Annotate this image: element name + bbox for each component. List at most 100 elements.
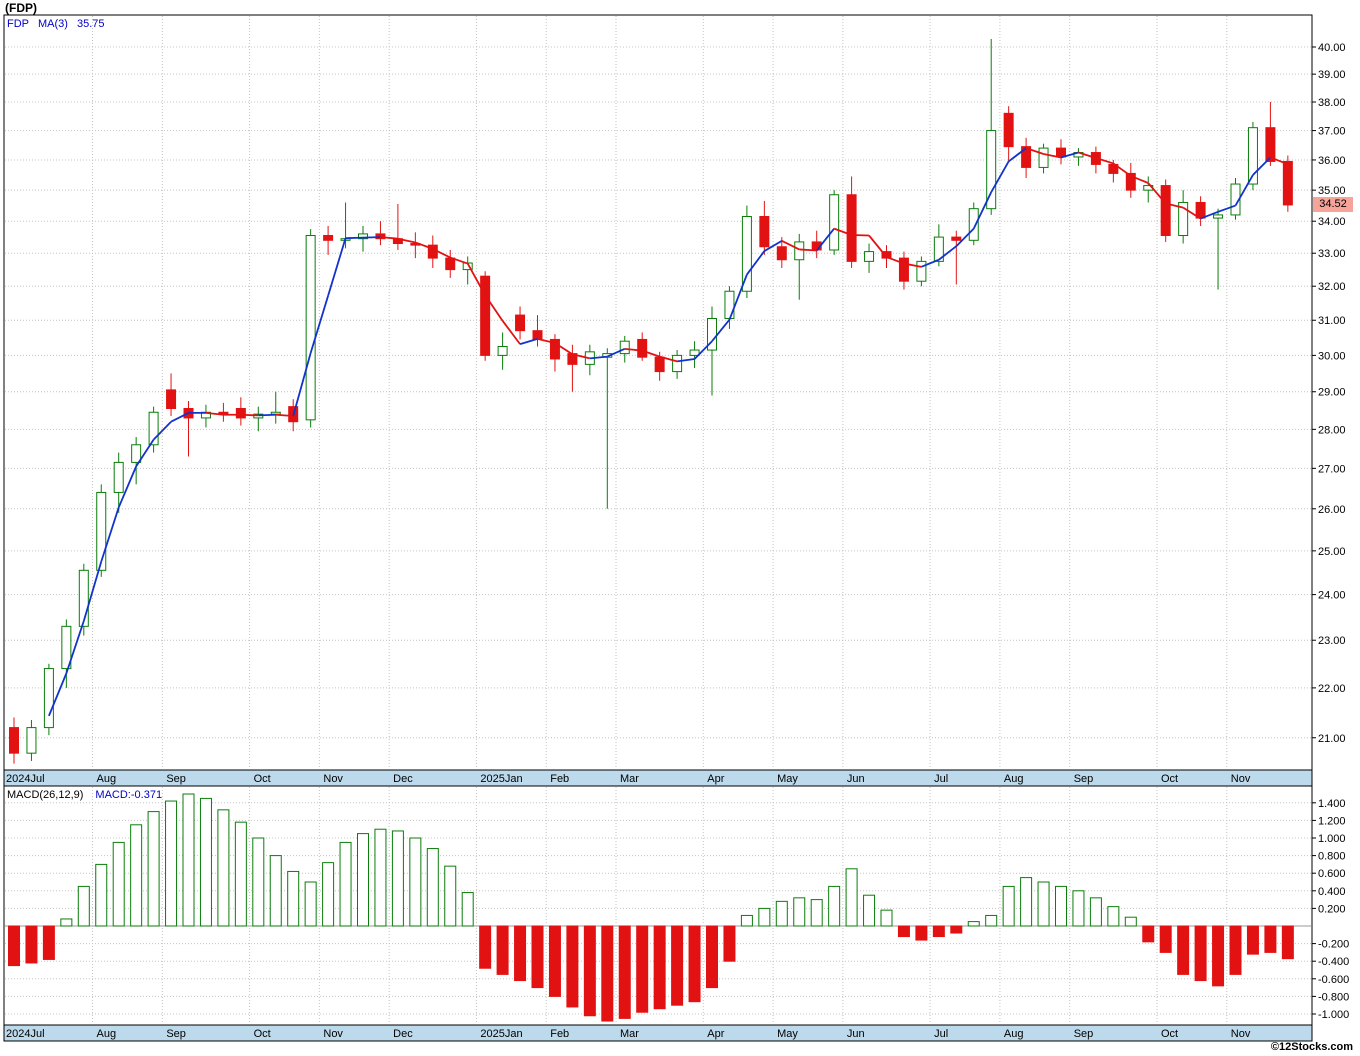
candle (846, 176, 857, 268)
ma3-segment (362, 236, 381, 239)
candle-body (654, 356, 665, 373)
ma3-segment (886, 256, 905, 265)
macd-bar (426, 848, 439, 927)
ma3-segment (48, 673, 68, 717)
candle-body (9, 727, 19, 754)
candle (235, 397, 246, 426)
candle (1247, 121, 1258, 191)
macd-bar (252, 837, 265, 927)
ma3-segment (82, 561, 103, 622)
ma3-segment (1252, 156, 1272, 176)
macd-bar (496, 925, 509, 975)
ma3-segment (152, 421, 172, 441)
ma3-segment (117, 466, 137, 508)
macd-value-label: MACD:-0.371 (95, 789, 163, 801)
watermark: ©12Stocks.com (1270, 1041, 1353, 1053)
ma3-segment (606, 348, 626, 358)
macd-tick-label: 1.400 (1318, 798, 1346, 810)
ma3-segment (589, 355, 608, 360)
candle (1125, 162, 1136, 198)
symbol-label: FDP (7, 18, 29, 30)
candle-body (724, 290, 735, 320)
macd-bar (199, 797, 212, 927)
ma3-segment (1200, 210, 1219, 220)
ma3-segment (693, 340, 713, 360)
candle-body (270, 411, 281, 415)
ma3-segment (292, 352, 312, 417)
candle-body (916, 260, 927, 282)
ma-value: 35.75 (76, 18, 105, 30)
candle (166, 373, 177, 417)
price-gridlines (5, 16, 1311, 769)
price-tick-label: 40.00 (1318, 42, 1346, 54)
price-tick-label: 29.00 (1318, 387, 1346, 399)
month-label: Nov (1231, 773, 1251, 785)
candle-body (986, 130, 997, 210)
ma3-segment (432, 248, 451, 259)
macd-bar (1229, 925, 1242, 975)
ma3-segment (799, 248, 817, 252)
macd-bar (1246, 925, 1259, 955)
ma3-segment (170, 412, 189, 423)
macd-bar (601, 925, 614, 1022)
macd-bar (828, 885, 841, 927)
macd-indicator-label: MACD(26,12,9) (7, 789, 84, 801)
candle-body (78, 569, 89, 627)
ma3-segment (135, 439, 155, 467)
macd-bar (130, 824, 143, 927)
month-label: Sep (166, 1028, 186, 1040)
ma3-segment (833, 227, 852, 236)
price-tick-label: 25.00 (1318, 546, 1346, 558)
macd-bar (653, 925, 666, 1010)
price-tick-label: 30.00 (1318, 350, 1346, 362)
macd-bar (25, 925, 38, 964)
macd-bar (269, 855, 282, 927)
candle-body (1038, 147, 1049, 168)
candle-body (1213, 214, 1224, 219)
macd-bar (932, 925, 945, 938)
ma3-segment (309, 295, 329, 354)
ma3-segment (1217, 204, 1236, 213)
ma3-segment (624, 347, 643, 352)
macd-bar (1055, 885, 1067, 927)
macd-bar (1177, 925, 1190, 975)
ma3-segment (763, 240, 783, 252)
candle-body (829, 194, 840, 251)
month-label: Dec (393, 1028, 413, 1040)
macd-bar (1159, 925, 1172, 953)
candle-body (794, 241, 805, 261)
macd-tick-label: 1.200 (1318, 815, 1346, 827)
month-label: Oct (1161, 773, 1178, 785)
candle-body (532, 330, 543, 340)
ma3-segment (380, 236, 398, 240)
ma3-segment (711, 319, 731, 342)
candle-body (881, 251, 892, 259)
macd-bar (234, 821, 247, 927)
candle (672, 350, 683, 379)
candle-body (549, 338, 560, 360)
price-tick-label: 28.00 (1318, 424, 1346, 436)
ma3-segment (65, 620, 85, 674)
month-label: May (777, 1028, 798, 1040)
month-label: Aug (97, 773, 117, 785)
candle (148, 406, 159, 453)
month-label: Mar (620, 773, 639, 785)
candle-body (113, 461, 124, 493)
candle (270, 391, 281, 424)
macd-month-strip (3, 1024, 1313, 1042)
month-label: 2024Jul (6, 773, 45, 785)
ma3-segment (466, 263, 486, 296)
candle (951, 230, 962, 285)
ma3-segment (641, 349, 660, 358)
month-label: Apr (707, 1028, 724, 1040)
candle-body (43, 668, 54, 729)
macd-bar (880, 909, 893, 927)
ma3-segment (484, 294, 504, 322)
ma3-segment (275, 413, 294, 417)
macd-bar (583, 925, 596, 1017)
macd-tick-label: 0.600 (1318, 868, 1346, 880)
ma3-segment (240, 413, 259, 417)
ma-label: MA(3) (38, 18, 68, 30)
macd-tick-label: -0.400 (1318, 956, 1349, 968)
